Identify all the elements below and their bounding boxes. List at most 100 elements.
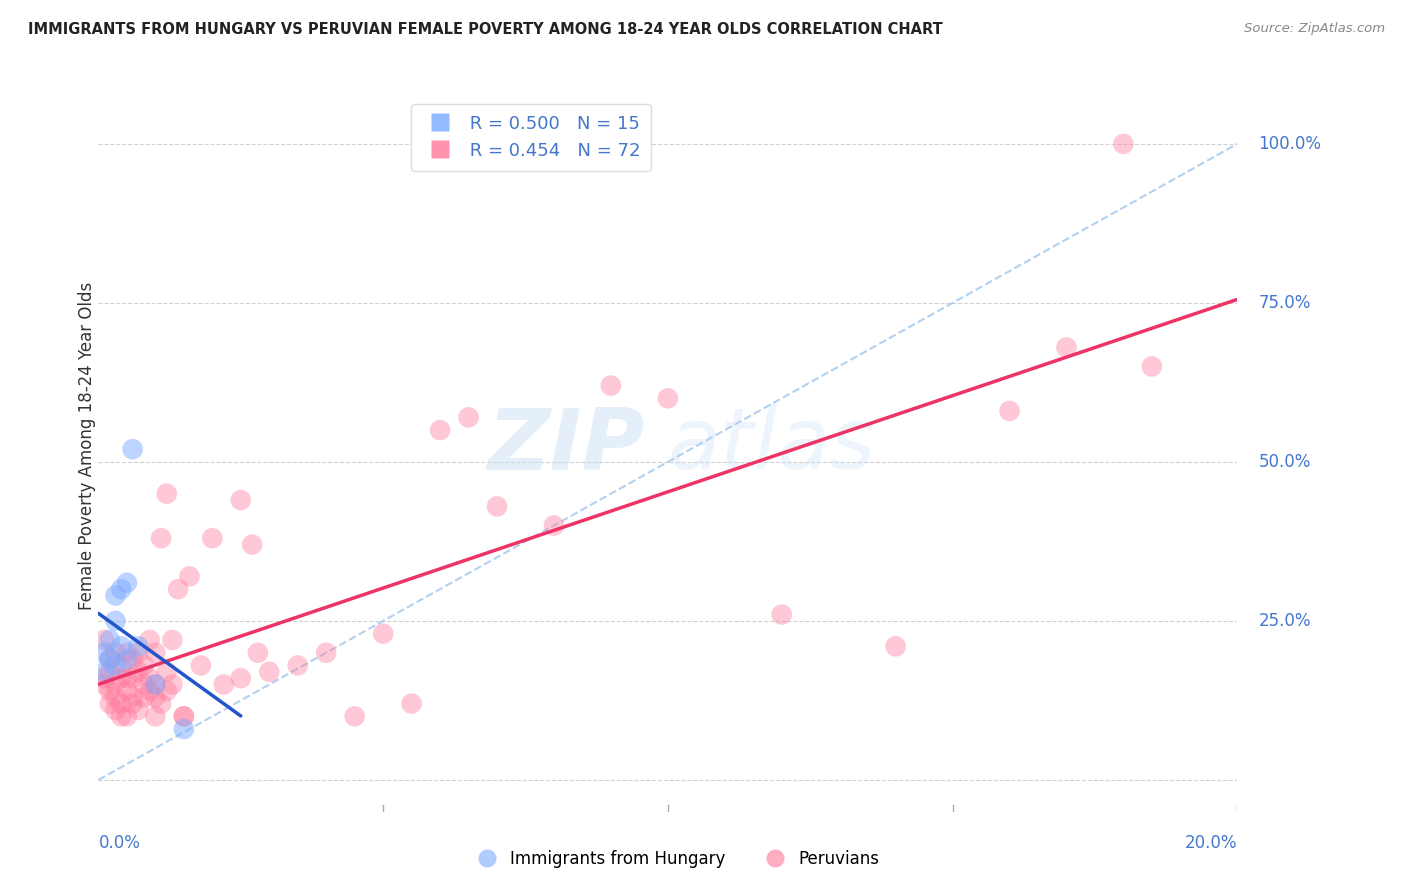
Text: 75.0%: 75.0%	[1258, 293, 1310, 312]
Point	[884, 640, 907, 654]
Point	[998, 404, 1021, 418]
Point	[543, 518, 565, 533]
Point	[600, 378, 623, 392]
Point	[145, 677, 167, 691]
Point	[145, 690, 167, 705]
Point	[104, 677, 127, 691]
Point	[150, 531, 173, 545]
Point	[173, 709, 195, 723]
Point	[115, 684, 138, 698]
Text: IMMIGRANTS FROM HUNGARY VS PERUVIAN FEMALE POVERTY AMONG 18-24 YEAR OLDS CORRELA: IMMIGRANTS FROM HUNGARY VS PERUVIAN FEMA…	[28, 22, 943, 37]
Point	[121, 690, 143, 705]
Point	[486, 500, 509, 514]
Point	[104, 646, 127, 660]
Point	[110, 697, 132, 711]
Point	[132, 677, 155, 691]
Point	[93, 632, 115, 647]
Point	[121, 442, 143, 457]
Point	[179, 569, 201, 583]
Point	[132, 658, 155, 673]
Point	[121, 652, 143, 666]
Point	[212, 677, 235, 691]
Point	[110, 709, 132, 723]
Point	[229, 671, 252, 685]
Point	[98, 632, 121, 647]
Point	[115, 709, 138, 723]
Point	[104, 614, 127, 628]
Point	[156, 486, 179, 500]
Point	[127, 640, 149, 654]
Point	[401, 697, 423, 711]
Point	[167, 582, 190, 596]
Point	[98, 652, 121, 666]
Point	[1056, 340, 1078, 354]
Legend:  R = 0.500   N = 15,  R = 0.454   N = 72: R = 0.500 N = 15, R = 0.454 N = 72	[412, 104, 651, 170]
Point	[110, 671, 132, 685]
Point	[145, 677, 167, 691]
Point	[93, 671, 115, 685]
Point	[173, 722, 195, 736]
Point	[770, 607, 793, 622]
Point	[162, 632, 184, 647]
Point	[259, 665, 281, 679]
Point	[115, 652, 138, 666]
Point	[429, 423, 451, 437]
Point	[104, 589, 127, 603]
Text: 0.0%: 0.0%	[98, 834, 141, 852]
Point	[145, 709, 167, 723]
Point	[104, 658, 127, 673]
Point	[121, 671, 143, 685]
Point	[173, 709, 195, 723]
Point	[190, 658, 212, 673]
Point	[457, 410, 479, 425]
Point	[145, 646, 167, 660]
Point	[1140, 359, 1163, 374]
Point	[98, 652, 121, 666]
Point	[138, 684, 160, 698]
Point	[343, 709, 366, 723]
Point	[104, 703, 127, 717]
Text: Source: ZipAtlas.com: Source: ZipAtlas.com	[1244, 22, 1385, 36]
Point	[150, 697, 173, 711]
Point	[127, 703, 149, 717]
Point	[127, 665, 149, 679]
Point	[229, 493, 252, 508]
Point	[162, 677, 184, 691]
Point	[156, 684, 179, 698]
Point	[240, 538, 263, 552]
Point	[127, 646, 149, 660]
Text: 25.0%: 25.0%	[1258, 612, 1310, 630]
Point	[93, 677, 115, 691]
Point	[93, 665, 115, 679]
Point	[93, 646, 115, 660]
Point	[287, 658, 309, 673]
Point	[115, 646, 138, 660]
Point	[115, 671, 138, 685]
Text: 50.0%: 50.0%	[1258, 453, 1310, 471]
Point	[138, 671, 160, 685]
Point	[104, 690, 127, 705]
Point	[246, 646, 269, 660]
Point	[657, 392, 679, 406]
Point	[315, 646, 337, 660]
Point	[98, 684, 121, 698]
Point	[110, 640, 132, 654]
Text: 20.0%: 20.0%	[1185, 834, 1237, 852]
Point	[373, 626, 395, 640]
Point	[1112, 136, 1135, 151]
Text: ZIP: ZIP	[488, 404, 645, 488]
Point	[138, 632, 160, 647]
Legend: Immigrants from Hungary, Peruvians: Immigrants from Hungary, Peruvians	[464, 844, 886, 875]
Point	[201, 531, 224, 545]
Point	[121, 697, 143, 711]
Point	[98, 665, 121, 679]
Point	[110, 582, 132, 596]
Point	[132, 690, 155, 705]
Y-axis label: Female Poverty Among 18-24 Year Olds: Female Poverty Among 18-24 Year Olds	[79, 282, 96, 610]
Text: atlas: atlas	[668, 404, 876, 488]
Text: 100.0%: 100.0%	[1258, 135, 1322, 153]
Point	[115, 575, 138, 590]
Point	[110, 658, 132, 673]
Point	[98, 697, 121, 711]
Point	[156, 665, 179, 679]
